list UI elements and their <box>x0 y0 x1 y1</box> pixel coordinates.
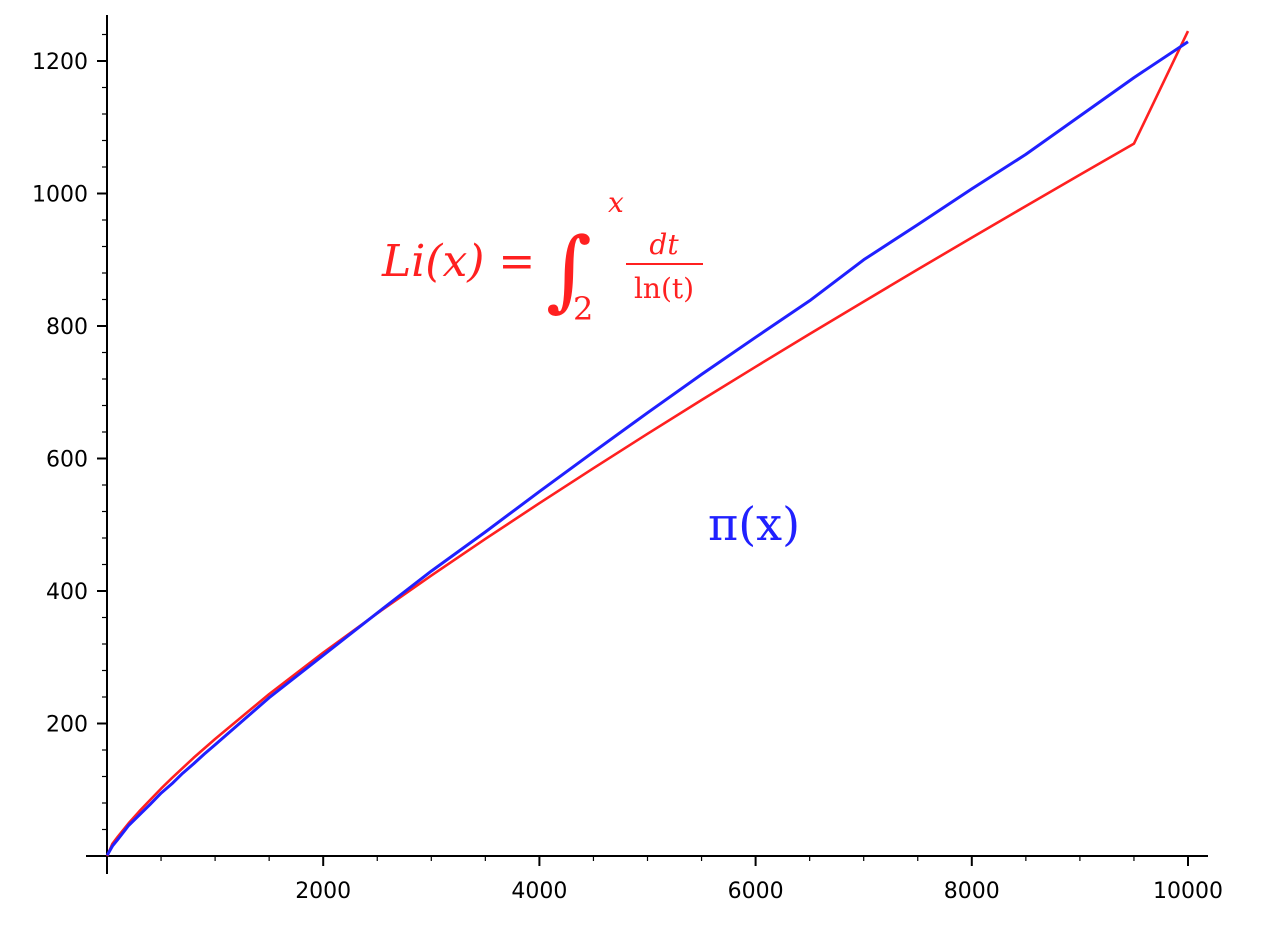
li-numerator: dt <box>649 228 679 261</box>
y-tick-label: 800 <box>46 315 88 340</box>
x-tick-label: 6000 <box>728 879 784 904</box>
x-tick-label: 2000 <box>295 879 351 904</box>
li-denominator: ln(t) <box>634 272 694 305</box>
x-tick-label: 8000 <box>944 879 1000 904</box>
y-tick-label: 200 <box>46 713 88 738</box>
x-tick-label: 10000 <box>1153 879 1223 904</box>
pi-annotation: π(x) <box>708 497 800 551</box>
integral-sign: ∫ <box>546 218 592 321</box>
y-tick-label: 1200 <box>32 50 88 75</box>
y-tick-label: 600 <box>46 448 88 473</box>
series-pi-line <box>105 40 1189 857</box>
li-lower-limit: 2 <box>573 290 593 328</box>
x-tick-label: 4000 <box>511 879 567 904</box>
li-upper-limit: x <box>608 186 624 219</box>
major-ticks <box>97 60 1189 866</box>
li-annotation: Li(x) = ∫ x 2 dt ln(t) <box>381 186 703 328</box>
li-lhs: Li(x) = <box>381 236 535 287</box>
minor-ticks <box>102 33 1135 861</box>
tick-labels: 2000 4000 6000 8000 10000 200 400 600 800 1000 120… <box>32 50 1223 904</box>
series-li-line <box>106 30 1190 857</box>
y-tick-label: 1000 <box>32 183 88 208</box>
y-tick-label: 400 <box>46 580 88 605</box>
